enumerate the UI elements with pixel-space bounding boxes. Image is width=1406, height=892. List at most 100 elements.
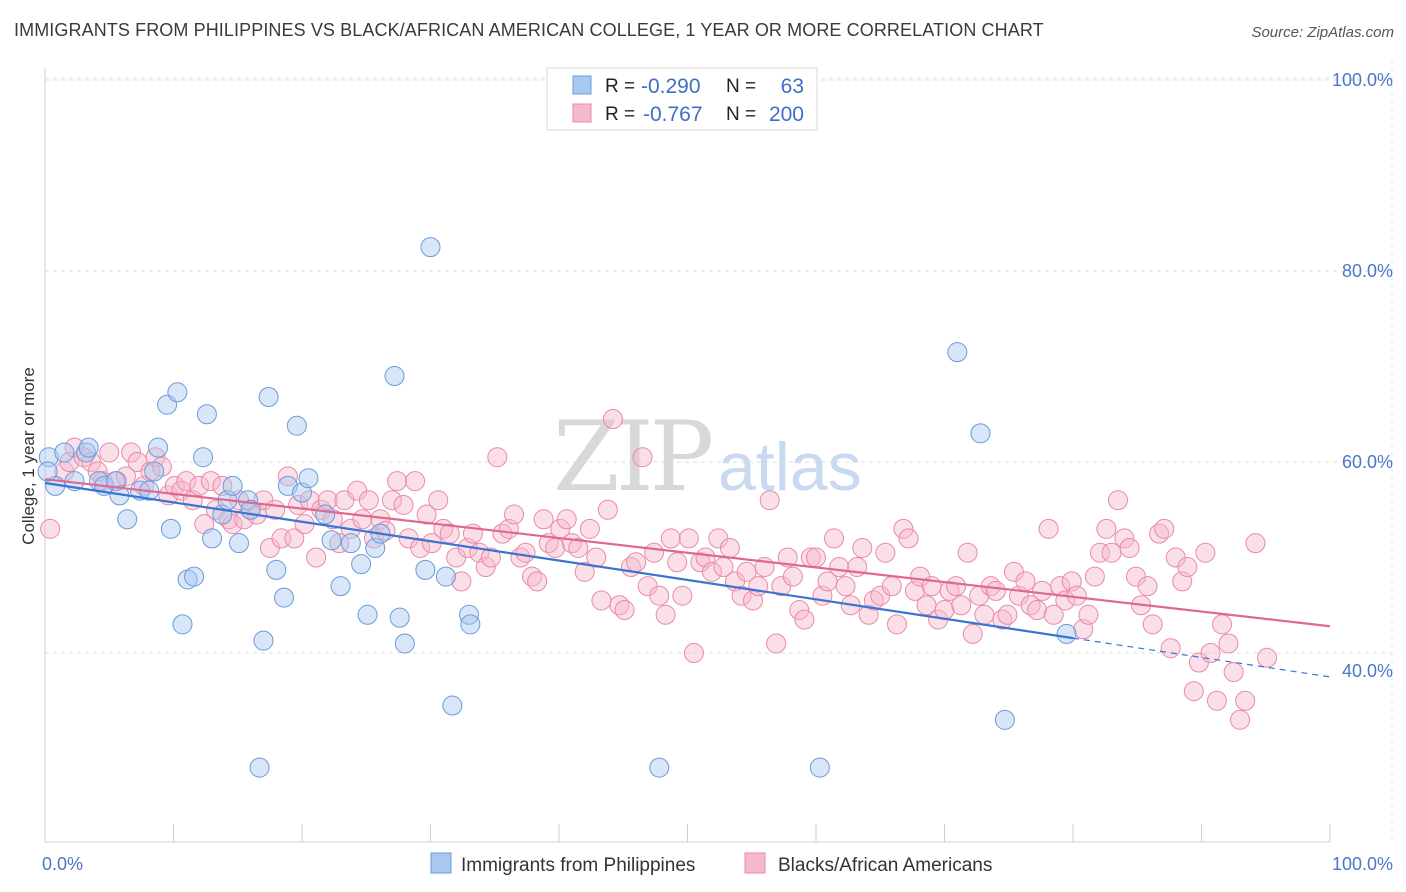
point-blacks-african-americans (1043, 604, 1064, 625)
point-immigrants-from-philippines (286, 415, 307, 436)
point-blacks-african-americans (451, 571, 472, 592)
point-immigrants-from-philippines (274, 587, 295, 608)
watermark-atlas: atlas (718, 429, 862, 505)
point-immigrants-from-philippines (947, 342, 968, 363)
point-immigrants-from-philippines (148, 437, 169, 458)
point-blacks-african-americans (358, 490, 379, 511)
point-blacks-african-americans (306, 547, 327, 568)
point-blacks-african-americans (1096, 518, 1117, 539)
point-blacks-african-americans (957, 542, 978, 563)
bottom-legend-label-2: Blacks/African Americans (778, 855, 992, 876)
point-blacks-african-americans (1154, 518, 1175, 539)
point-blacks-african-americans (189, 475, 210, 496)
point-blacks-african-americans (574, 561, 595, 582)
point-blacks-african-americans (568, 537, 589, 558)
point-immigrants-from-philippines (415, 559, 436, 580)
point-blacks-african-americans (626, 552, 647, 573)
point-blacks-african-americans (667, 552, 688, 573)
point-immigrants-from-philippines (384, 366, 405, 387)
point-immigrants-from-philippines (38, 447, 59, 468)
point-blacks-african-americans (533, 509, 554, 530)
point-blacks-african-americans (405, 471, 426, 492)
point-blacks-african-americans (614, 600, 635, 621)
point-blacks-african-americans (985, 580, 1006, 601)
bottom-legend-label-1: Immigrants from Philippines (461, 855, 695, 876)
point-blacks-african-americans (748, 576, 769, 597)
point-blacks-african-americans (387, 471, 408, 492)
legend-n-label-2: N = (726, 104, 756, 125)
point-blacks-african-americans (416, 504, 437, 525)
point-blacks-african-americans (852, 537, 873, 558)
legend-swatch-blue (572, 75, 592, 95)
point-blacks-african-americans (545, 537, 566, 558)
point-immigrants-from-philippines (37, 461, 58, 482)
point-blacks-african-americans (1078, 604, 1099, 625)
point-blacks-african-americans (701, 561, 722, 582)
point-blacks-african-americans (1038, 518, 1059, 539)
point-blacks-african-americans (329, 533, 350, 554)
point-immigrants-from-philippines (196, 404, 217, 425)
point-immigrants-from-philippines (172, 614, 193, 635)
legend-r-value-1: -0.290 (641, 75, 701, 98)
point-immigrants-from-philippines (321, 530, 342, 551)
watermark-zip: ZIP (553, 401, 712, 513)
watermark: ZIP atlas (553, 401, 862, 513)
point-blacks-african-americans (974, 604, 995, 625)
point-blacks-african-americans (1257, 647, 1278, 668)
x-tick-labels: 0.0% 100.0% (42, 854, 1393, 874)
point-blacks-african-americans (200, 471, 221, 492)
point-immigrants-from-philippines (266, 559, 287, 580)
point-blacks-african-americans (1032, 580, 1053, 601)
point-blacks-african-americans (515, 542, 536, 563)
point-blacks-african-americans (475, 557, 496, 578)
point-blacks-african-americans (1160, 638, 1181, 659)
point-blacks-african-americans (1195, 542, 1216, 563)
x-tick-label-start: 0.0% (42, 854, 83, 874)
point-blacks-african-americans (649, 585, 670, 606)
legend-n-value-2: 200 (769, 103, 804, 126)
point-blacks-african-americans (1137, 576, 1158, 597)
series-legend: Immigrants from Philippines Blacks/Afric… (430, 852, 992, 876)
legend-box (546, 67, 818, 131)
point-blacks-african-americans (1212, 614, 1233, 635)
point-blacks-african-americans (1230, 709, 1251, 730)
point-blacks-african-americans (1177, 557, 1198, 578)
legend-r-value-2: -0.767 (643, 103, 703, 126)
point-blacks-african-americans (782, 566, 803, 587)
point-immigrants-from-philippines (1056, 623, 1077, 644)
trend-line-philippines (44, 481, 1074, 640)
point-blacks-african-americans (794, 609, 815, 630)
point-immigrants-from-philippines (184, 566, 205, 587)
point-blacks-african-americans (504, 504, 525, 525)
point-blacks-african-americans (602, 409, 623, 430)
point-blacks-african-americans (1142, 614, 1163, 635)
point-immigrants-from-philippines (340, 533, 361, 554)
point-blacks-african-americans (829, 557, 850, 578)
point-blacks-african-americans (591, 590, 612, 611)
point-blacks-african-americans (835, 576, 856, 597)
point-immigrants-from-philippines (298, 468, 319, 489)
point-blacks-african-americans (777, 547, 798, 568)
point-blacks-african-americans (393, 494, 414, 515)
point-blacks-african-americans (719, 537, 740, 558)
y-tick-label: 100.0% (1332, 70, 1393, 90)
point-blacks-african-americans (579, 518, 600, 539)
point-blacks-african-americans (121, 442, 142, 463)
chart-title: IMMIGRANTS FROM PHILIPPINES VS BLACK/AFR… (14, 20, 1044, 40)
y-tick-label: 80.0% (1342, 261, 1393, 281)
legend-n-label-1: N = (726, 76, 756, 97)
point-blacks-african-americans (487, 447, 508, 468)
point-immigrants-from-philippines (315, 504, 336, 525)
point-blacks-african-americans (1245, 533, 1266, 554)
point-blacks-african-americans (284, 528, 305, 549)
point-blacks-african-americans (632, 447, 653, 468)
point-immigrants-from-philippines (435, 566, 456, 587)
point-blacks-african-americans (678, 528, 699, 549)
point-blacks-african-americans (1015, 571, 1036, 592)
point-blacks-african-americans (951, 595, 972, 616)
point-immigrants-from-philippines (78, 437, 99, 458)
point-blacks-african-americans (40, 518, 61, 539)
x-tick-label-end: 100.0% (1332, 854, 1393, 874)
point-immigrants-from-philippines (357, 604, 378, 625)
